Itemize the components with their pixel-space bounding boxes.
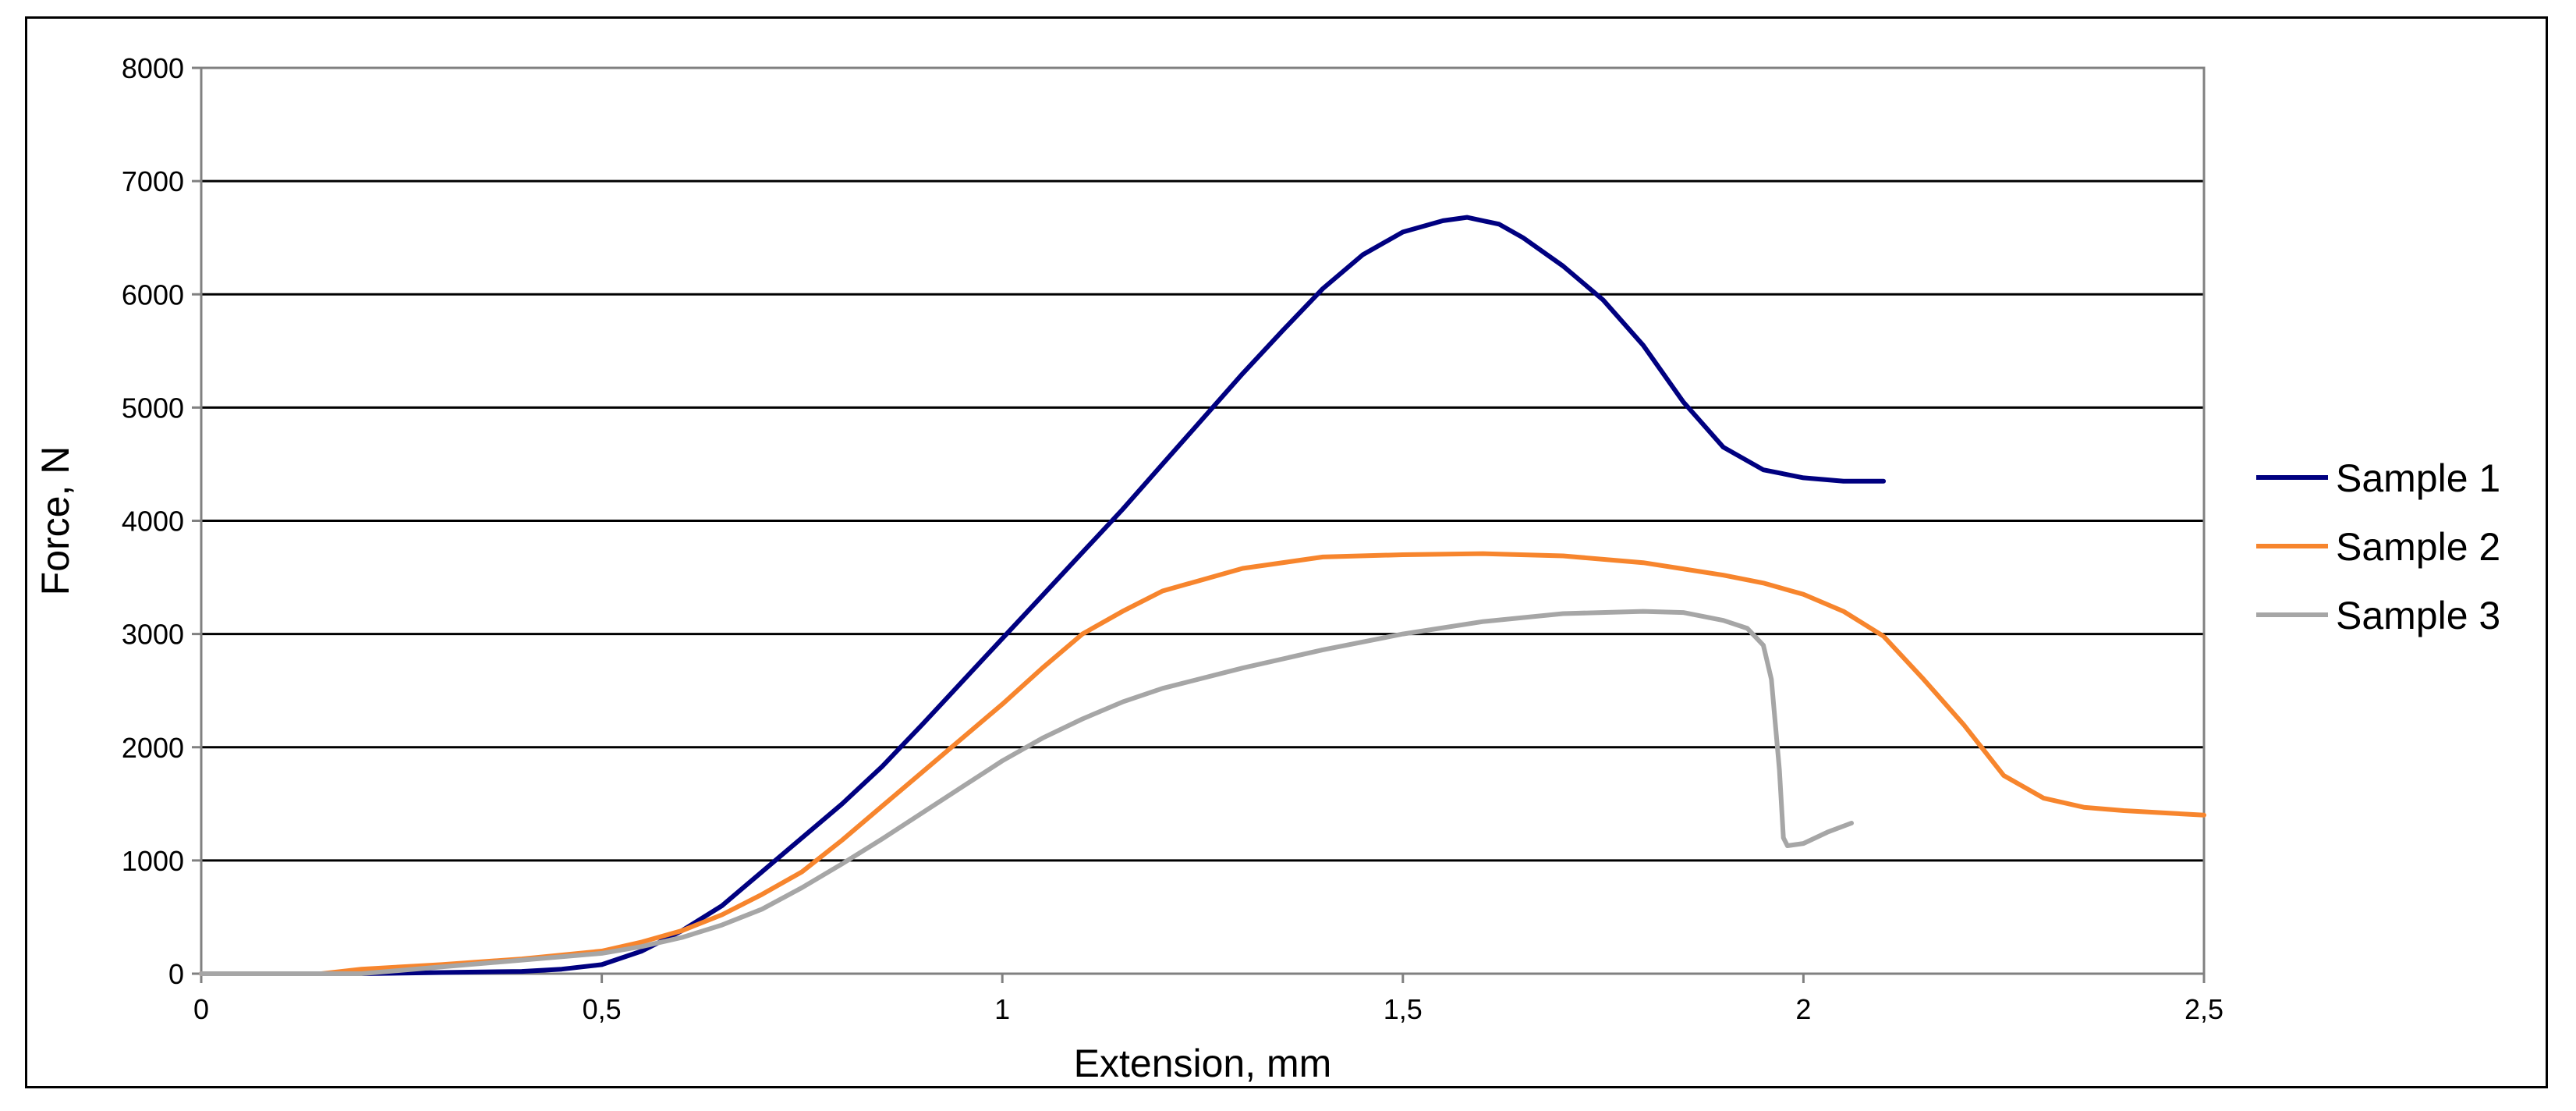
x-axis-title: Extension, mm (1074, 1042, 1332, 1085)
gridlines (201, 66, 2204, 862)
x-axis-ticks: 0 0,5 1 1,5 2 2,5 (193, 974, 2223, 1025)
y-axis-ticks: 0 1000 2000 3000 4000 5000 6000 7000 8000 (122, 52, 201, 990)
x-tick-label-3: 1,5 (1384, 993, 1423, 1025)
chart-frame (25, 16, 2548, 1088)
x-tick-label-2: 1 (994, 993, 1010, 1025)
legend-label-3: Sample 3 (2336, 594, 2500, 637)
x-tick-label-5: 2,5 (2184, 993, 2223, 1025)
y-tick-label-2: 2000 (122, 732, 184, 764)
legend: Sample 1 Sample 2 Sample 3 (2256, 456, 2500, 637)
y-tick-label-3: 3000 (122, 619, 184, 651)
legend-label-2: Sample 2 (2336, 525, 2500, 569)
x-tick-label-0: 0 (193, 993, 209, 1025)
y-tick-label-7: 7000 (122, 165, 184, 197)
y-tick-label-5: 5000 (122, 392, 184, 424)
y-tick-label-6: 6000 (122, 279, 184, 311)
series-line-sample-3 (199, 609, 1854, 976)
y-axis-title: Force, N (34, 446, 77, 596)
series-layer (199, 215, 2206, 976)
series-line-sample-2 (199, 551, 2206, 976)
y-tick-label-4: 4000 (122, 506, 184, 538)
y-tick-label-1: 1000 (122, 845, 184, 877)
y-tick-label-0: 0 (168, 958, 184, 990)
legend-label-1: Sample 1 (2336, 456, 2500, 500)
x-tick-label-4: 2 (1795, 993, 1811, 1025)
x-tick-label-1: 0,5 (583, 993, 622, 1025)
y-tick-label-8: 8000 (122, 52, 184, 84)
